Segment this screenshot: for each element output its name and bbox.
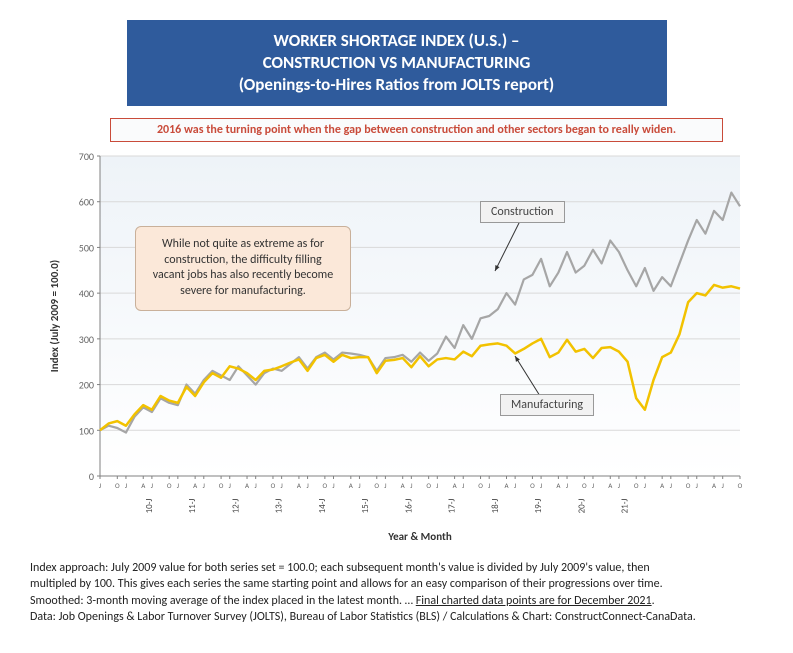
title-line-1: WORKER SHORTAGE INDEX (U.S.) – bbox=[147, 30, 647, 52]
svg-text:A: A bbox=[660, 481, 665, 490]
svg-text:0: 0 bbox=[89, 470, 94, 483]
svg-text:O: O bbox=[219, 481, 224, 490]
svg-text:J: J bbox=[670, 481, 672, 490]
svg-text:O: O bbox=[686, 481, 691, 490]
series-label-manufacturing: Manufacturing bbox=[500, 394, 594, 416]
svg-text:A: A bbox=[141, 481, 146, 490]
svg-text:17-J: 17-J bbox=[447, 499, 458, 514]
svg-text:400: 400 bbox=[79, 287, 94, 300]
svg-text:O: O bbox=[426, 481, 431, 490]
svg-text:O: O bbox=[530, 481, 535, 490]
footnote-l3c: . bbox=[652, 594, 655, 608]
svg-text:J: J bbox=[99, 481, 101, 490]
svg-text:O: O bbox=[478, 481, 483, 490]
svg-text:J: J bbox=[384, 481, 386, 490]
svg-text:16-J: 16-J bbox=[403, 499, 414, 514]
svg-text:11-J: 11-J bbox=[187, 499, 198, 514]
svg-text:J: J bbox=[177, 481, 179, 490]
svg-text:O: O bbox=[167, 481, 172, 490]
svg-text:15-J: 15-J bbox=[360, 499, 371, 514]
svg-text:500: 500 bbox=[79, 242, 94, 255]
svg-text:700: 700 bbox=[79, 150, 94, 163]
svg-text:A: A bbox=[401, 481, 406, 490]
svg-text:J: J bbox=[125, 481, 127, 490]
title-line-3: (Openings-to-Hires Ratios from JOLTS rep… bbox=[147, 74, 647, 96]
svg-text:J: J bbox=[488, 481, 490, 490]
svg-text:O: O bbox=[271, 481, 276, 490]
svg-text:A: A bbox=[608, 481, 613, 490]
footnote-l1: Index approach: July 2009 value for both… bbox=[30, 561, 650, 575]
footnote-l2: multipled by 100. This gives each series… bbox=[30, 577, 663, 591]
svg-text:21-J: 21-J bbox=[620, 499, 631, 514]
svg-text:O: O bbox=[738, 481, 743, 490]
svg-text:J: J bbox=[566, 481, 568, 490]
svg-text:J: J bbox=[358, 481, 360, 490]
footnote-l3b: Final charted data points are for Decemb… bbox=[416, 594, 652, 608]
svg-text:O: O bbox=[634, 481, 639, 490]
svg-text:13-J: 13-J bbox=[274, 499, 285, 514]
svg-text:19-J: 19-J bbox=[533, 499, 544, 514]
annotation-box: While not quite as extreme as for constr… bbox=[135, 226, 351, 310]
svg-text:J: J bbox=[722, 481, 724, 490]
svg-text:J: J bbox=[618, 481, 620, 490]
svg-text:J: J bbox=[644, 481, 646, 490]
svg-text:A: A bbox=[556, 481, 561, 490]
svg-text:A: A bbox=[504, 481, 509, 490]
svg-text:J: J bbox=[255, 481, 257, 490]
footnote: Index approach: July 2009 value for both… bbox=[20, 560, 773, 625]
svg-text:J: J bbox=[229, 481, 231, 490]
svg-text:200: 200 bbox=[79, 379, 94, 392]
footnote-l3a: Smoothed: 3-month moving average of the … bbox=[30, 594, 416, 608]
svg-text:12-J: 12-J bbox=[230, 499, 241, 514]
svg-text:J: J bbox=[306, 481, 308, 490]
svg-text:J: J bbox=[203, 481, 205, 490]
svg-text:A: A bbox=[349, 481, 354, 490]
svg-text:A: A bbox=[193, 481, 198, 490]
footnote-l4: Data: Job Openings & Labor Turnover Surv… bbox=[30, 610, 696, 624]
svg-text:Year & Month: Year & Month bbox=[387, 530, 452, 543]
svg-text:J: J bbox=[436, 481, 438, 490]
svg-text:J: J bbox=[514, 481, 516, 490]
line-chart: 0100200300400500600700JOJAJOJAJOJAJOJAJO… bbox=[40, 146, 760, 546]
svg-text:O: O bbox=[582, 481, 587, 490]
svg-text:O: O bbox=[115, 481, 120, 490]
svg-text:A: A bbox=[453, 481, 458, 490]
svg-text:100: 100 bbox=[79, 425, 94, 438]
svg-text:J: J bbox=[410, 481, 412, 490]
svg-text:J: J bbox=[696, 481, 698, 490]
svg-text:A: A bbox=[712, 481, 717, 490]
svg-text:O: O bbox=[374, 481, 379, 490]
svg-text:10-J: 10-J bbox=[144, 499, 155, 514]
warning-note: 2016 was the turning point when the gap … bbox=[110, 118, 723, 142]
svg-text:600: 600 bbox=[79, 196, 94, 209]
svg-text:J: J bbox=[462, 481, 464, 490]
title-line-2: CONSTRUCTION VS MANUFACTURING bbox=[147, 52, 647, 74]
chart-title: WORKER SHORTAGE INDEX (U.S.) – CONSTRUCT… bbox=[127, 20, 667, 106]
series-label-construction: Construction bbox=[480, 201, 565, 223]
svg-text:J: J bbox=[151, 481, 153, 490]
svg-text:J: J bbox=[540, 481, 542, 490]
svg-text:Index (July 2009 = 100.0): Index (July 2009 = 100.0) bbox=[48, 260, 61, 372]
svg-text:14-J: 14-J bbox=[317, 499, 328, 514]
svg-text:J: J bbox=[332, 481, 334, 490]
svg-text:300: 300 bbox=[79, 333, 94, 346]
svg-text:J: J bbox=[592, 481, 594, 490]
chart-svg: 0100200300400500600700JOJAJOJAJOJAJOJAJO… bbox=[40, 146, 760, 546]
svg-text:18-J: 18-J bbox=[490, 499, 501, 514]
svg-text:O: O bbox=[323, 481, 328, 490]
svg-text:A: A bbox=[245, 481, 250, 490]
svg-text:20-J: 20-J bbox=[576, 499, 587, 514]
svg-text:A: A bbox=[297, 481, 302, 490]
svg-text:J: J bbox=[281, 481, 283, 490]
